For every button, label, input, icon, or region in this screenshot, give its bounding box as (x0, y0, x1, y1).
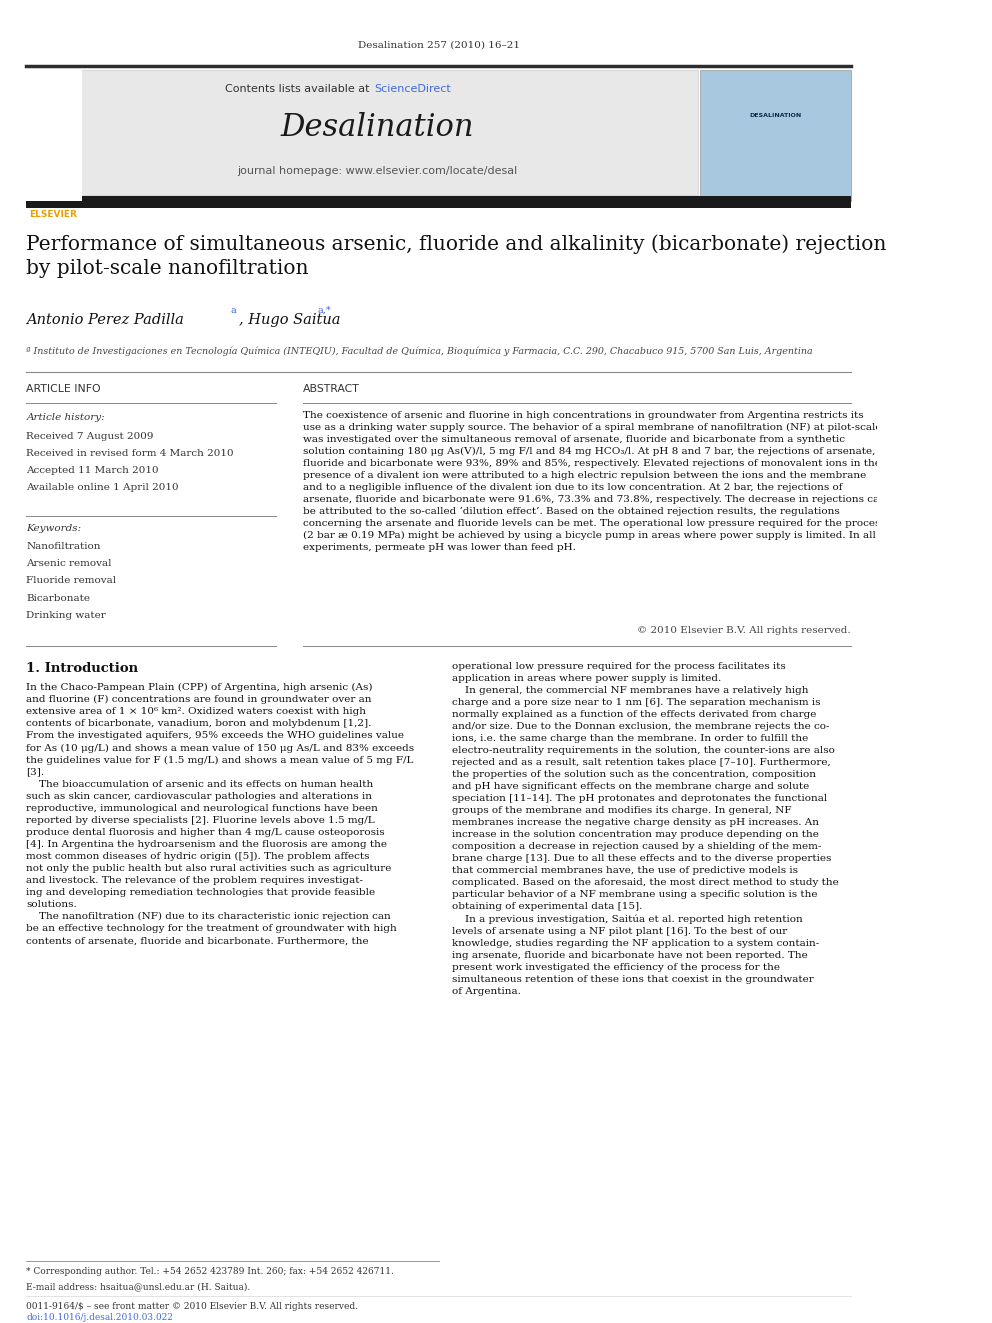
Text: Accepted 11 March 2010: Accepted 11 March 2010 (27, 466, 159, 475)
Text: * Corresponding author. Tel.: +54 2652 423789 Int. 260; fax: +54 2652 426711.: * Corresponding author. Tel.: +54 2652 4… (27, 1267, 394, 1277)
FancyBboxPatch shape (57, 70, 697, 194)
Text: operational low pressure required for the process facilitates its
application in: operational low pressure required for th… (451, 662, 838, 996)
Text: ABSTRACT: ABSTRACT (303, 384, 359, 394)
Text: Received 7 August 2009: Received 7 August 2009 (27, 431, 154, 441)
Text: ELSEVIER: ELSEVIER (29, 210, 76, 220)
Text: Received in revised form 4 March 2010: Received in revised form 4 March 2010 (27, 448, 234, 458)
Text: a,*: a,* (317, 306, 331, 315)
Text: Performance of simultaneous arsenic, fluoride and alkalinity (bicarbonate) rejec: Performance of simultaneous arsenic, flu… (27, 234, 887, 278)
Text: Fluoride removal: Fluoride removal (27, 577, 116, 585)
Text: DESALINATION: DESALINATION (750, 114, 802, 118)
Bar (27, 196, 851, 208)
Text: Antonio Perez Padilla: Antonio Perez Padilla (27, 312, 188, 327)
Text: ARTICLE INFO: ARTICLE INFO (27, 384, 101, 394)
Text: E-mail address: hsaitua@unsl.edu.ar (H. Saitua).: E-mail address: hsaitua@unsl.edu.ar (H. … (27, 1282, 251, 1291)
Text: Nanofiltration: Nanofiltration (27, 542, 101, 552)
Text: doi:10.1016/j.desal.2010.03.022: doi:10.1016/j.desal.2010.03.022 (27, 1314, 174, 1323)
Text: a: a (231, 306, 236, 315)
Text: Desalination: Desalination (281, 112, 474, 143)
Text: journal homepage: www.elsevier.com/locate/desal: journal homepage: www.elsevier.com/locat… (237, 167, 518, 176)
Text: Available online 1 April 2010: Available online 1 April 2010 (27, 483, 179, 492)
Text: , Hugo Saitua: , Hugo Saitua (239, 312, 345, 327)
Text: © 2010 Elsevier B.V. All rights reserved.: © 2010 Elsevier B.V. All rights reserved… (638, 626, 851, 635)
Text: Desalination 257 (2010) 16–21: Desalination 257 (2010) 16–21 (358, 40, 520, 49)
Text: Arsenic removal: Arsenic removal (27, 560, 112, 569)
Text: Bicarbonate: Bicarbonate (27, 594, 90, 602)
Bar (700, 70, 851, 201)
Bar (27, 70, 81, 201)
Text: Drinking water: Drinking water (27, 611, 106, 619)
Text: Contents lists available at: Contents lists available at (225, 85, 373, 94)
Text: 1. Introduction: 1. Introduction (27, 662, 139, 675)
Text: 0011-9164/$ – see front matter © 2010 Elsevier B.V. All rights reserved.: 0011-9164/$ – see front matter © 2010 El… (27, 1302, 358, 1311)
Text: Article history:: Article history: (27, 413, 105, 422)
Text: ª Instituto de Investigaciones en Tecnología Química (INTEQIU), Facultad de Quím: ª Instituto de Investigaciones en Tecnol… (27, 347, 813, 356)
Text: The coexistence of arsenic and fluorine in high concentrations in groundwater fr: The coexistence of arsenic and fluorine … (303, 410, 886, 552)
Text: ScienceDirect: ScienceDirect (375, 85, 451, 94)
Text: In the Chaco-Pampean Plain (CPP) of Argentina, high arsenic (As)
and fluorine (F: In the Chaco-Pampean Plain (CPP) of Arge… (27, 683, 415, 945)
Text: Keywords:: Keywords: (27, 524, 81, 533)
